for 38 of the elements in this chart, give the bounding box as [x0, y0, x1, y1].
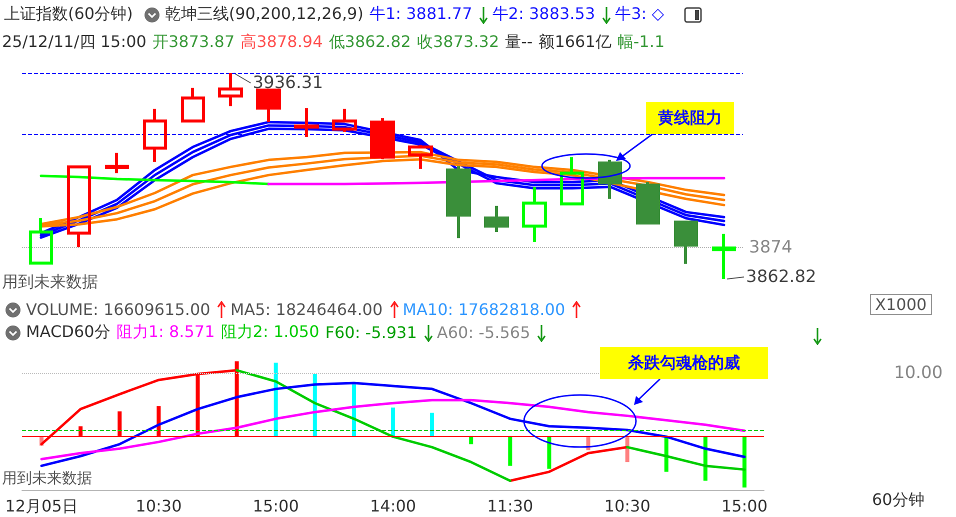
text: 高3878.94 — [240, 32, 323, 53]
text: 开3873.87 — [152, 32, 235, 53]
text: 量-- — [505, 32, 533, 53]
text: 牛2: 3883.53 — [492, 4, 596, 25]
text: 阻力2: 1.050 — [220, 322, 320, 343]
annotation: 用到未来数据 — [2, 272, 98, 293]
ref-line-label: 3874 — [749, 238, 792, 258]
annotation: 用到未来数据 — [2, 469, 92, 488]
text: A60: -5.565 — [436, 323, 530, 342]
text: MACD60分 — [26, 322, 110, 343]
text: 60分钟 — [872, 490, 924, 511]
text: 阻力1: 8.571 — [116, 322, 215, 343]
text: 10.00 — [894, 363, 943, 383]
x-tick-label: 15:00 — [721, 496, 768, 516]
text: F60: -5.931 — [325, 323, 417, 342]
text: 3862.82 — [746, 267, 816, 287]
x-tick-label: 14:00 — [370, 496, 416, 516]
text: 低3862.82 — [328, 32, 411, 53]
text: MA10: 17682818.00 — [402, 300, 566, 319]
text: 收3873.32 — [416, 32, 500, 53]
text: 额1661亿 — [538, 32, 612, 53]
x-tick-label: 12月05日 — [5, 496, 78, 516]
callout-box: 杀跌勾魂枪的威 — [600, 347, 768, 379]
text: VOLUME: 16609615.00 — [26, 300, 210, 319]
text: X1000 — [870, 294, 932, 315]
x-tick-label: 10:30 — [604, 496, 650, 516]
text: MA5: 18246464.00 — [230, 300, 383, 319]
text: 幅-1.1 — [617, 32, 665, 53]
text: 25/12/11/四 15:00 — [2, 32, 146, 53]
text: 乾坤三线(90,200,12,26,9) — [164, 4, 364, 25]
callout-box: 黄线阻力 — [646, 102, 734, 134]
text: 牛1: 3881.77 — [369, 4, 472, 25]
chart-title: 上证指数(60分钟) — [4, 4, 133, 25]
x-tick-label: 15:00 — [252, 496, 299, 516]
x-tick-label: 11:30 — [487, 496, 534, 516]
text: 牛3: ◇ — [615, 4, 664, 25]
annotation: 3936.31 — [252, 73, 324, 93]
x-tick-label: 10:30 — [136, 496, 182, 516]
